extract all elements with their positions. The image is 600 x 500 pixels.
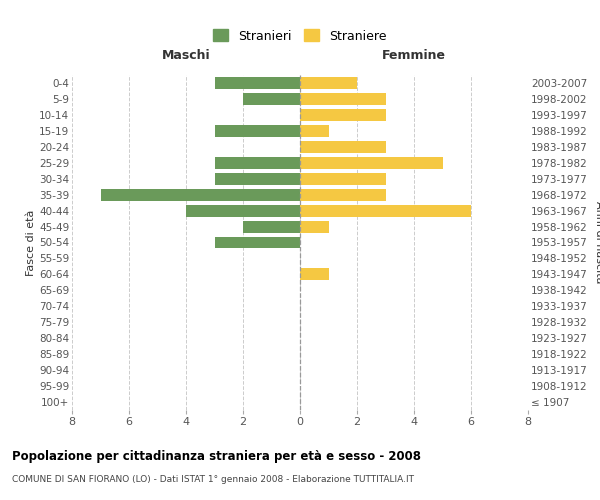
- Bar: [243, 93, 300, 105]
- Bar: [101, 188, 300, 200]
- Bar: [300, 172, 386, 184]
- Bar: [215, 157, 300, 168]
- Bar: [300, 141, 386, 153]
- Text: Popolazione per cittadinanza straniera per età e sesso - 2008: Popolazione per cittadinanza straniera p…: [12, 450, 421, 463]
- Bar: [300, 125, 329, 137]
- Y-axis label: Fasce di età: Fasce di età: [26, 210, 36, 276]
- Bar: [300, 157, 443, 168]
- Text: Femmine: Femmine: [382, 48, 446, 62]
- Bar: [215, 236, 300, 248]
- Bar: [300, 204, 471, 216]
- Bar: [215, 77, 300, 89]
- Bar: [215, 125, 300, 137]
- Bar: [300, 93, 386, 105]
- Bar: [300, 268, 329, 280]
- Y-axis label: Anni di nascita: Anni di nascita: [594, 201, 600, 284]
- Bar: [300, 77, 357, 89]
- Legend: Stranieri, Straniere: Stranieri, Straniere: [208, 24, 392, 48]
- Bar: [215, 172, 300, 184]
- Bar: [300, 220, 329, 232]
- Bar: [300, 188, 386, 200]
- Bar: [186, 204, 300, 216]
- Text: COMUNE DI SAN FIORANO (LO) - Dati ISTAT 1° gennaio 2008 - Elaborazione TUTTITALI: COMUNE DI SAN FIORANO (LO) - Dati ISTAT …: [12, 475, 414, 484]
- Bar: [243, 220, 300, 232]
- Text: Maschi: Maschi: [161, 48, 211, 62]
- Bar: [300, 109, 386, 121]
